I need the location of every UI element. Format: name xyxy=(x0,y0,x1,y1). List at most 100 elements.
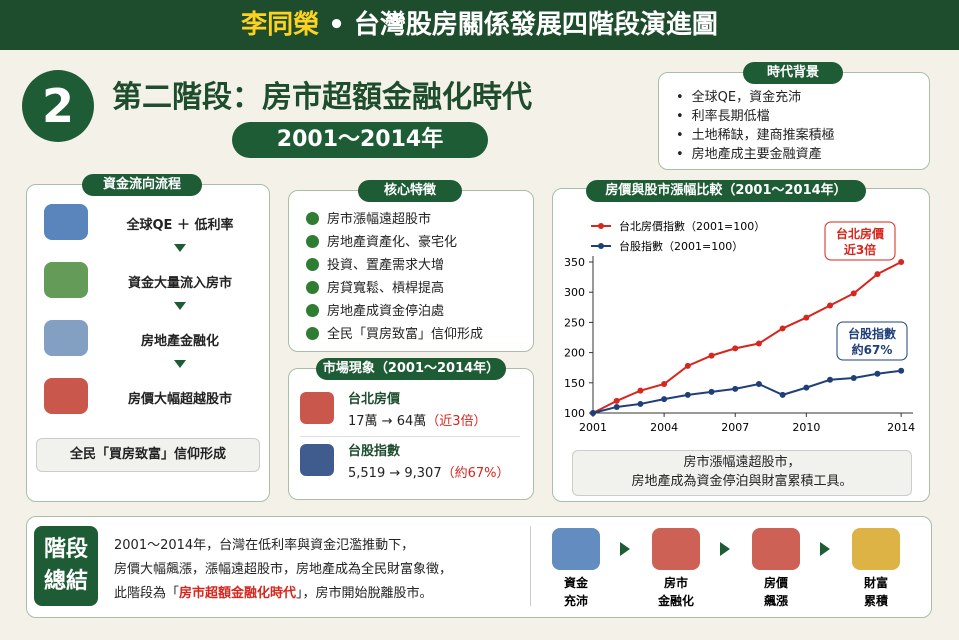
summary-flow-text: 資金 xyxy=(563,576,588,590)
point xyxy=(850,290,857,297)
flow-step: 房地產金融化 xyxy=(140,334,219,349)
stage-period: 2001～2014年 xyxy=(232,122,488,158)
summary-title: 階段 總結 xyxy=(34,526,98,606)
series-line xyxy=(592,261,902,414)
text: 此階段為「 xyxy=(114,586,180,601)
flow-arrow xyxy=(174,244,186,252)
divider xyxy=(530,526,531,606)
summary-flow-text: 累積 xyxy=(863,594,888,608)
annotation-box xyxy=(836,321,908,361)
feature-text: 投資、置產需求大增 xyxy=(327,258,445,273)
point xyxy=(803,314,810,321)
point xyxy=(898,367,905,374)
point xyxy=(827,302,834,309)
flow-footer: 全民「買房致富」信仰形成 xyxy=(36,438,260,472)
summary-title-line: 總結 xyxy=(43,569,88,594)
x-tick-label: 2001 xyxy=(579,421,607,434)
market-box xyxy=(288,368,534,500)
market-note: （約67%） xyxy=(441,466,510,481)
flow-icon xyxy=(44,320,88,356)
stage-title: 第二階段：房市超額金融化時代 xyxy=(112,80,532,115)
flow-arrow xyxy=(174,360,186,368)
y-tick-label: 200 xyxy=(564,347,585,360)
annotation-text: 台北房價 xyxy=(836,226,885,241)
point xyxy=(590,410,596,416)
flow-icon xyxy=(44,262,88,298)
feature-item: 投資、置產需求大增 xyxy=(306,254,483,277)
summary-title-line: 階段 xyxy=(43,537,88,562)
feature-text: 房市漲幅遠超股市 xyxy=(327,212,432,227)
item-text: 全球QE，資金充沛 xyxy=(691,90,802,105)
summary-flow-text: 房價 xyxy=(763,576,788,590)
header: 李同榮 • 台灣股房關係發展四階段演進圖 xyxy=(0,0,959,50)
point xyxy=(708,352,715,359)
flow-arrow xyxy=(820,542,830,556)
chart: 100 150 200 250 300 350 2001 2004 2007 2010 2014 台北… xyxy=(564,219,915,434)
feature-text: 房貸寬鬆、槓桿提高 xyxy=(327,281,445,296)
flow-icon xyxy=(44,204,88,240)
point xyxy=(613,397,620,404)
flow-title: 資金流向流程 xyxy=(82,174,202,196)
flow-arrow xyxy=(620,542,630,556)
summary-line: 此階段為「房市超額金融化時代」，房市開始脫離股市。 xyxy=(114,582,452,606)
point xyxy=(755,381,762,388)
background-title: 時代背景 xyxy=(743,62,843,84)
feature-item: 房地產資產化、豪宅化 xyxy=(306,231,483,254)
legend-label: 台北房價指數（2001=100） xyxy=(619,219,765,233)
legend-dot xyxy=(598,243,604,249)
legend-label: 台股指數（2001=100） xyxy=(619,239,743,253)
annotation-text: 約67% xyxy=(852,342,893,357)
separator: • xyxy=(328,10,345,40)
summary-icon xyxy=(752,528,800,570)
separator xyxy=(300,436,520,437)
item-text: 利率長期低檔 xyxy=(691,109,770,124)
point xyxy=(708,388,715,395)
point xyxy=(779,391,786,398)
background-item: • 土地稀缺，建商推案積極 xyxy=(676,128,835,143)
title: 台灣股房關係發展四階段演進圖 xyxy=(353,10,718,40)
market-text: 17萬 → 64萬 xyxy=(348,414,427,429)
feature-item: 房市漲幅遠超股市 xyxy=(306,208,483,231)
annotation-text: 近3倍 xyxy=(844,242,876,257)
y-tick-label: 150 xyxy=(564,377,585,390)
x-tick-label: 2007 xyxy=(721,421,749,434)
point xyxy=(732,385,739,392)
market-icon xyxy=(300,444,334,476)
summary-flow-text: 飆漲 xyxy=(763,594,788,608)
summary-line: 2001～2014年，台灣在低利率與資金氾濫推動下， xyxy=(114,538,415,553)
point xyxy=(637,387,644,394)
background-item: • 房地產成主要金融資產 xyxy=(676,147,822,162)
market-row: 17萬 → 64萬（近3倍） xyxy=(348,410,487,429)
background-list: • 全球QE，資金充沛 • 利率長期低檔 • 土地稀缺，建商推案積極 • 房地產成主要金融資產 xyxy=(676,88,835,164)
check-icon xyxy=(306,281,319,294)
flow-icon xyxy=(44,378,88,414)
background-item: • 利率長期低檔 xyxy=(676,109,770,124)
point xyxy=(637,400,644,407)
summary-line: 房價大幅飆漲，漲幅遠超股市，房地產成為全民財富象徵， xyxy=(114,562,453,577)
summary-icon xyxy=(852,528,900,570)
point xyxy=(755,340,762,347)
item-text: 房地產成主要金融資產 xyxy=(691,147,822,162)
check-icon xyxy=(306,212,319,225)
x-tick-label: 2004 xyxy=(650,421,678,434)
y-tick-label: 350 xyxy=(564,256,585,269)
summary-flow-text: 金融化 xyxy=(657,594,694,608)
market-icon xyxy=(300,392,334,424)
point xyxy=(898,259,905,265)
check-icon xyxy=(306,258,319,271)
point xyxy=(803,384,810,391)
market-title: 市場現象（2001～2014年） xyxy=(316,358,506,380)
feature-item: 全民「買房致富」信仰形成 xyxy=(306,323,483,346)
feature-text: 全民「買房致富」信仰形成 xyxy=(327,327,484,342)
features-box xyxy=(288,190,534,352)
point xyxy=(684,362,691,369)
item-text: 土地稀缺，建商推案積極 xyxy=(691,128,835,143)
point xyxy=(732,345,739,352)
flow-step: 房價大幅超越股市 xyxy=(127,392,232,407)
point xyxy=(661,381,668,388)
summary-flow-text: 充沛 xyxy=(563,594,588,608)
y-tick-label: 100 xyxy=(564,407,585,420)
summary-text: 2001～2014年，台灣在低利率與資金氾濫推動下， 房價大幅飆漲，漲幅遠超股市… xyxy=(114,534,452,606)
series-line xyxy=(592,369,902,414)
